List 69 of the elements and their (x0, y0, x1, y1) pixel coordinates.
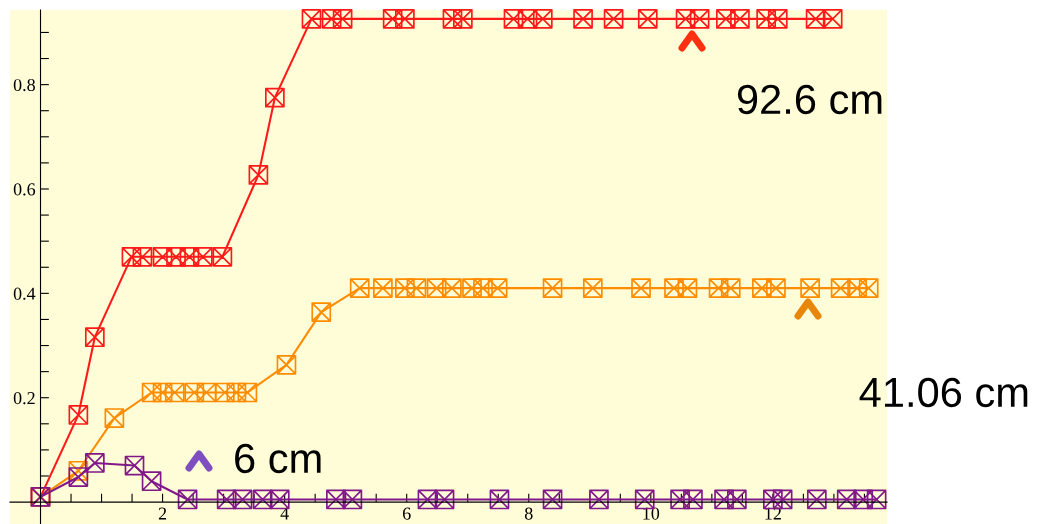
point (237, 382, 258, 403)
annotation: 92.6 cm (737, 84, 882, 115)
point (720, 278, 741, 298)
point (311, 302, 332, 323)
point (166, 246, 186, 267)
point (689, 9, 710, 29)
point (121, 246, 142, 267)
point (727, 489, 747, 510)
point (179, 246, 200, 267)
point (68, 405, 89, 425)
point (177, 489, 198, 510)
point (395, 9, 415, 29)
y-tick-label: 0.4 (13, 287, 36, 300)
x-tick-label: 4 (280, 507, 289, 520)
point (248, 165, 269, 185)
point (276, 354, 297, 375)
x-tick-label: 6 (402, 507, 411, 520)
point (68, 467, 89, 487)
point (800, 278, 820, 298)
point (637, 9, 658, 29)
point (382, 9, 403, 29)
point (226, 382, 247, 403)
point (373, 278, 393, 298)
point (664, 278, 684, 298)
point (442, 9, 463, 29)
point (141, 382, 162, 403)
y-tick-label: 0.2 (13, 391, 35, 405)
y-tick-label: 0.6 (13, 183, 36, 196)
point (756, 9, 777, 29)
point (489, 489, 510, 510)
point (858, 278, 879, 298)
point (683, 489, 703, 510)
point (124, 455, 145, 476)
point (332, 9, 353, 29)
annotation: 41.06 cm (859, 377, 1028, 408)
point (716, 9, 736, 29)
point (752, 278, 772, 298)
y-tick-label: 0.8 (13, 78, 35, 92)
point (589, 489, 609, 510)
point (542, 278, 563, 298)
point (675, 9, 696, 29)
point (766, 278, 786, 298)
point (573, 9, 593, 29)
point (68, 460, 89, 481)
x-tick-label: 2 (158, 507, 167, 520)
point (730, 9, 750, 29)
point (395, 278, 415, 298)
point (503, 9, 524, 29)
point (542, 489, 563, 510)
point (582, 278, 603, 298)
point (84, 327, 105, 348)
point (84, 453, 105, 473)
point (452, 9, 473, 29)
annotation: 6 cm (235, 443, 321, 474)
x-tick-label: 8 (524, 507, 533, 520)
point (767, 9, 788, 29)
point (104, 408, 125, 428)
point (141, 471, 162, 492)
point (152, 382, 173, 403)
point (714, 489, 734, 510)
point (866, 489, 887, 510)
point (806, 489, 827, 510)
point (631, 278, 651, 298)
point (677, 278, 698, 298)
point (708, 278, 729, 298)
point (603, 9, 624, 29)
point (265, 87, 285, 108)
point (349, 278, 370, 298)
point (670, 489, 690, 510)
